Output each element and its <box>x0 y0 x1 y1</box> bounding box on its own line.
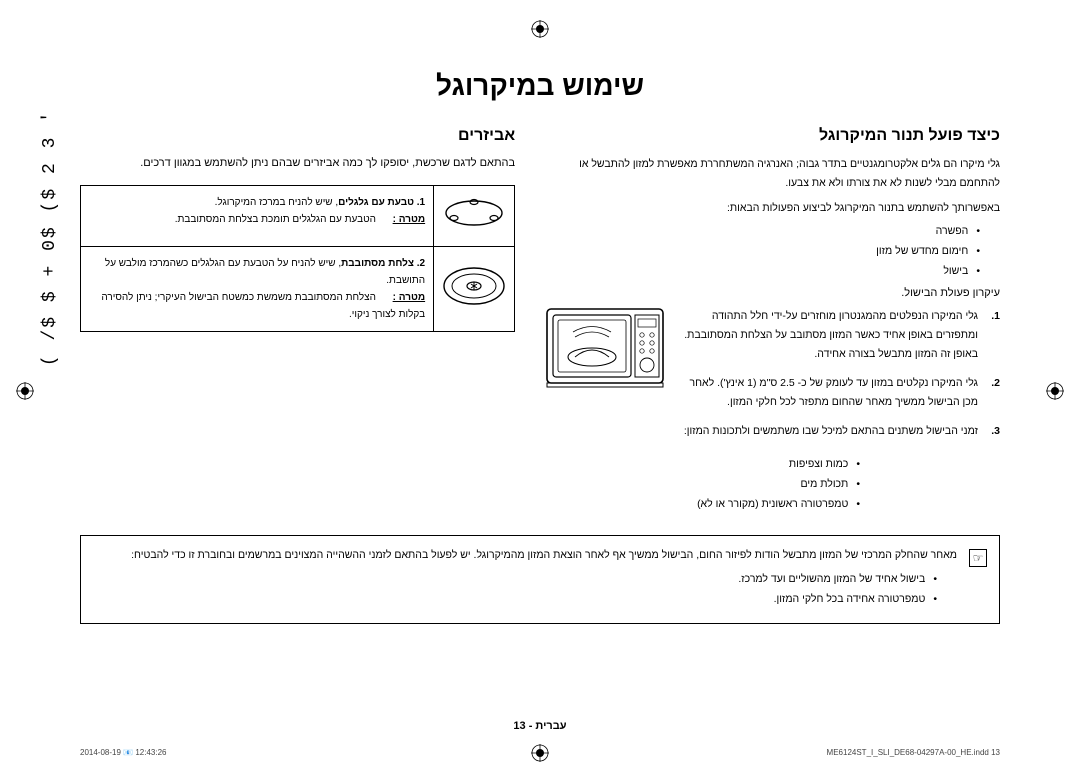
list-item: חימום מחדש של מזון <box>545 242 980 262</box>
accessories-table: 1. טבעת עם גלגלים, שיש להניח במרכז המיקר… <box>80 185 515 332</box>
accessories-section: אביזרים בהתאם לדגם שרכשת, יסופקו לך כמה … <box>80 127 515 519</box>
page-title: שימוש במיקרוגל <box>80 70 1000 102</box>
note-bullets: בישול אחיד של המזון מהשוליים ועד למרכז. … <box>93 570 937 610</box>
list-item: בישול אחיד של המזון מהשוליים ועד למרכז. <box>93 570 937 590</box>
reg-mark-right <box>1046 382 1064 400</box>
list-item: בישול <box>545 262 980 282</box>
list-item: תכולת מים <box>545 475 860 495</box>
turntable-image <box>434 246 515 331</box>
roller-ring-desc: 1. טבעת עם גלגלים, שיש להניח במרכז המיקר… <box>81 185 434 246</box>
food-properties-list: כמות וצפיפות תכולת מים טמפרטורה ראשונית … <box>545 455 860 515</box>
accessories-intro: בהתאם לדגם שרכשת, יסופקו לך כמה אביזרים … <box>80 155 515 173</box>
operation-p1: גלי מיקרו הם גלים אלקטרומגנטיים בתדר גבו… <box>545 155 1000 193</box>
operation-section: כיצד פועל תנור המיקרוגל גלי מיקרו הם גלי… <box>545 127 1000 519</box>
operation-uses-list: הפשרה חימום מחדש של מזון בישול <box>545 222 980 282</box>
print-file: ME6124ST_I_SLI_DE68-04297A-00_HE.indd 13 <box>827 748 1000 757</box>
vertical-tab: ' 3 2 $) 0$ + $ $/ ) <box>40 110 60 366</box>
turntable-desc: 2. צלחת מסתובבת, שיש להניח על הטבעת עם ה… <box>81 246 434 331</box>
operation-heading: כיצד פועל תנור המיקרוגל <box>545 127 1000 145</box>
list-item: טמפרטורה ראשונית (מקורר או לא) <box>545 495 860 515</box>
reg-mark-top <box>531 20 549 38</box>
note-hand-icon: ☞ <box>969 549 987 567</box>
print-timestamp: 2014-08-19 📧 12:43:26 <box>80 748 166 757</box>
reg-mark-left <box>16 382 34 400</box>
page-number: עברית - 13 <box>80 720 1000 732</box>
principle-list: 1.גלי המיקרו הנפלטים מהמגנטרון מוחזרים ע… <box>545 307 1000 514</box>
operation-p2: באפשרותך להשתמש בתנור המיקרוגל לביצוע הפ… <box>545 199 1000 218</box>
cooking-principle: עיקרון פעולת הבישול. <box>545 287 1000 299</box>
roller-ring-image <box>434 185 515 246</box>
accessories-heading: אביזרים <box>80 127 515 145</box>
list-item: טמפרטורה אחידה בכל חלקי המזון. <box>93 590 937 610</box>
print-footer: ME6124ST_I_SLI_DE68-04297A-00_HE.indd 13… <box>80 748 1000 757</box>
list-item: הפשרה <box>545 222 980 242</box>
list-item: כמות וצפיפות <box>545 455 860 475</box>
note-text: מאחר שהחלק המרכזי של המזון מתבשל הודות ל… <box>93 546 957 566</box>
microwave-oven-illustration <box>545 307 665 389</box>
note-box: ☞ מאחר שהחלק המרכזי של המזון מתבשל הודות… <box>80 535 1000 625</box>
